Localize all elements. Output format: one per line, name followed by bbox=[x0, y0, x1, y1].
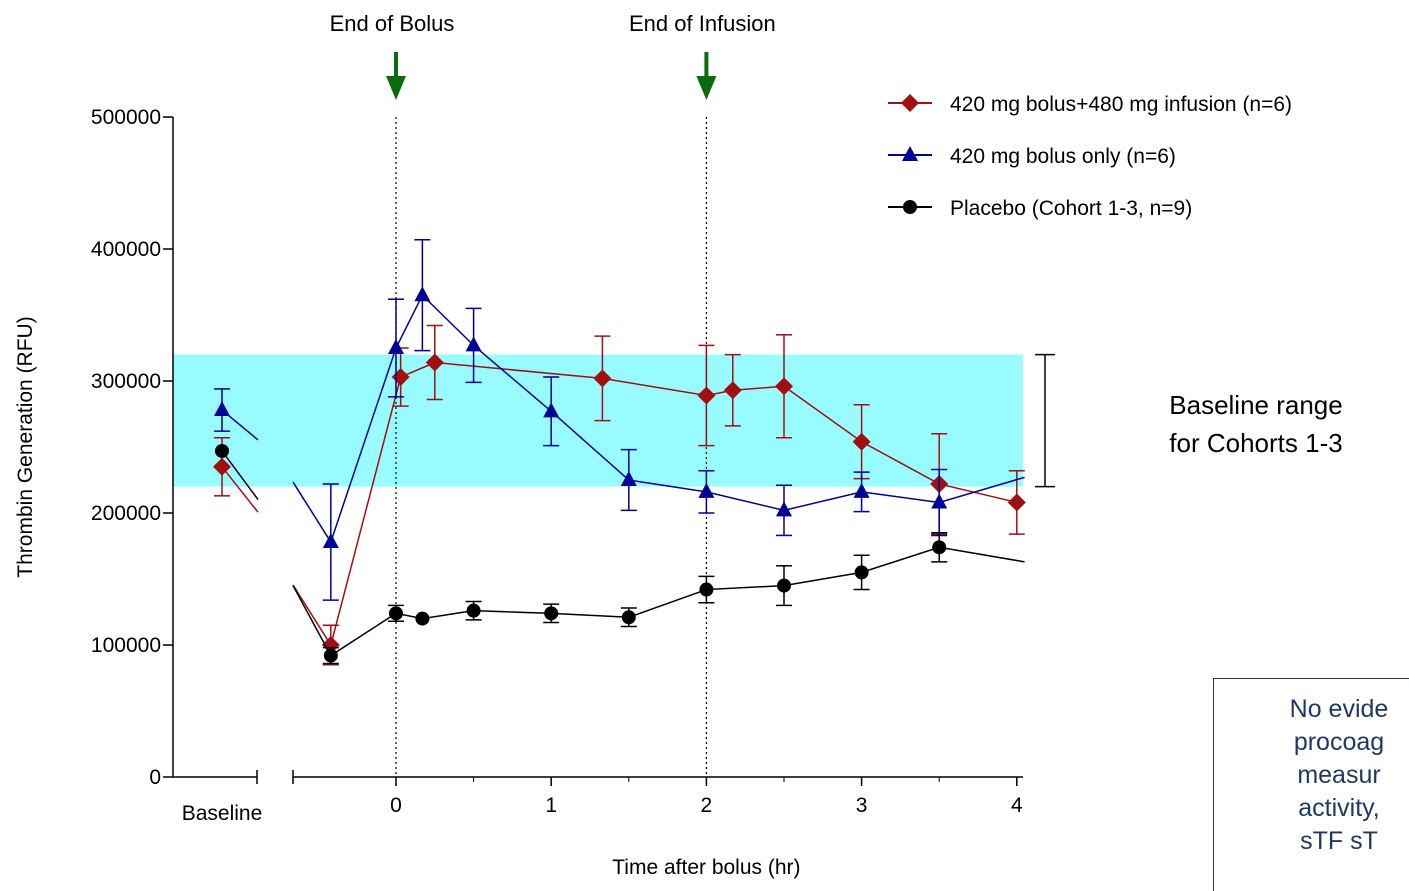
data-point bbox=[593, 369, 612, 388]
annotation-arrow-head bbox=[386, 76, 406, 100]
data-point bbox=[931, 493, 948, 509]
baseline-range-label: for Cohorts 1-3 bbox=[1169, 428, 1342, 458]
y-tick-label: 400000 bbox=[91, 238, 161, 261]
data-point bbox=[621, 610, 636, 625]
y-tick-label: 0 bbox=[149, 766, 161, 789]
data-point bbox=[322, 533, 339, 549]
data-point bbox=[620, 471, 637, 486]
data-point bbox=[775, 377, 793, 396]
legend-marker bbox=[901, 94, 919, 112]
data-point bbox=[932, 540, 947, 555]
data-point bbox=[466, 603, 481, 618]
legend-marker bbox=[903, 200, 917, 214]
baseline-connector bbox=[221, 450, 259, 500]
x-tick-label: 3 bbox=[856, 794, 868, 817]
annotation-arrow-head bbox=[696, 76, 717, 100]
data-point bbox=[854, 565, 869, 580]
x-tick-label: 0 bbox=[390, 794, 402, 817]
legend-marker bbox=[902, 146, 918, 161]
break-connector bbox=[292, 584, 332, 646]
data-point bbox=[323, 648, 338, 663]
legend-label: 420 mg bolus+480 mg infusion (n=6) bbox=[950, 93, 1292, 116]
break-connector bbox=[292, 481, 332, 543]
data-point bbox=[1007, 493, 1026, 512]
y-tick-label: 200000 bbox=[91, 502, 161, 525]
series-line bbox=[330, 361, 1017, 646]
data-point bbox=[776, 501, 792, 517]
data-point bbox=[853, 482, 870, 498]
x-tick-label: 2 bbox=[701, 794, 713, 817]
x-tick-label: 1 bbox=[545, 794, 557, 817]
axes-layer: 0 100000 200000 300000 400000 500000 Thrombin … bbox=[14, 106, 1023, 879]
data-point bbox=[723, 381, 742, 400]
baseline-range-label: Baseline range bbox=[1169, 390, 1342, 420]
series-line bbox=[330, 546, 1025, 657]
legend-entry-bolus-only: 420 mg bolus only (n=6) bbox=[888, 145, 1176, 168]
baseline-connector bbox=[221, 466, 259, 513]
x-axis-label: Time after bolus (hr) bbox=[612, 856, 800, 879]
data-point bbox=[415, 611, 430, 626]
data-point bbox=[321, 636, 340, 654]
data-point-baseline bbox=[215, 443, 229, 458]
annotation-label: End of Bolus bbox=[330, 11, 455, 36]
data-point bbox=[425, 353, 444, 372]
note-text: No evide procoag measur activity, sTF sT bbox=[1289, 695, 1389, 855]
data-point bbox=[697, 386, 716, 405]
data-point bbox=[414, 286, 431, 302]
data-point bbox=[388, 339, 404, 354]
series-placebo bbox=[215, 443, 1025, 665]
legend-entry-bolus-infusion: 420 mg bolus+480 mg infusion (n=6) bbox=[888, 93, 1292, 116]
x-tick-label: 4 bbox=[1011, 794, 1023, 817]
legend-label: 420 mg bolus only (n=6) bbox=[950, 145, 1176, 168]
legend-entry-placebo: Placebo (Cohort 1-3, n=9) bbox=[888, 197, 1192, 220]
data-point bbox=[543, 402, 560, 418]
data-point-baseline bbox=[213, 457, 231, 476]
y-tick-label: 300000 bbox=[91, 370, 161, 393]
series-layer bbox=[213, 239, 1026, 666]
break-connector bbox=[292, 585, 332, 656]
legend-layer: 420 mg bolus+480 mg infusion (n=6) 420 mg… bbox=[888, 93, 1292, 220]
data-point bbox=[699, 582, 714, 597]
legend-label: Placebo (Cohort 1-3, n=9) bbox=[950, 197, 1192, 220]
series-bolus-only bbox=[214, 239, 1025, 601]
annotation-layer: End of Bolus End of Infusion bbox=[330, 11, 776, 777]
data-point bbox=[852, 432, 871, 451]
y-axis-label: Thrombin Generation (RFU) bbox=[14, 316, 37, 577]
series-bolus-infusion bbox=[213, 324, 1026, 666]
data-point bbox=[389, 606, 403, 621]
y-tick-label: 100000 bbox=[91, 634, 161, 657]
y-tick-label: 500000 bbox=[91, 106, 161, 129]
data-point-baseline bbox=[214, 401, 230, 417]
note-box: No evide procoag measur activity, sTF sT bbox=[1213, 678, 1409, 891]
data-point bbox=[465, 336, 482, 352]
data-point bbox=[544, 606, 559, 621]
baseline-range-layer: Baseline range for Cohorts 1-3 bbox=[173, 353, 1343, 488]
annotation-label: End of Infusion bbox=[629, 11, 776, 36]
data-point bbox=[698, 482, 715, 498]
x-tick-label-baseline: Baseline bbox=[182, 802, 263, 825]
data-point bbox=[777, 578, 791, 593]
